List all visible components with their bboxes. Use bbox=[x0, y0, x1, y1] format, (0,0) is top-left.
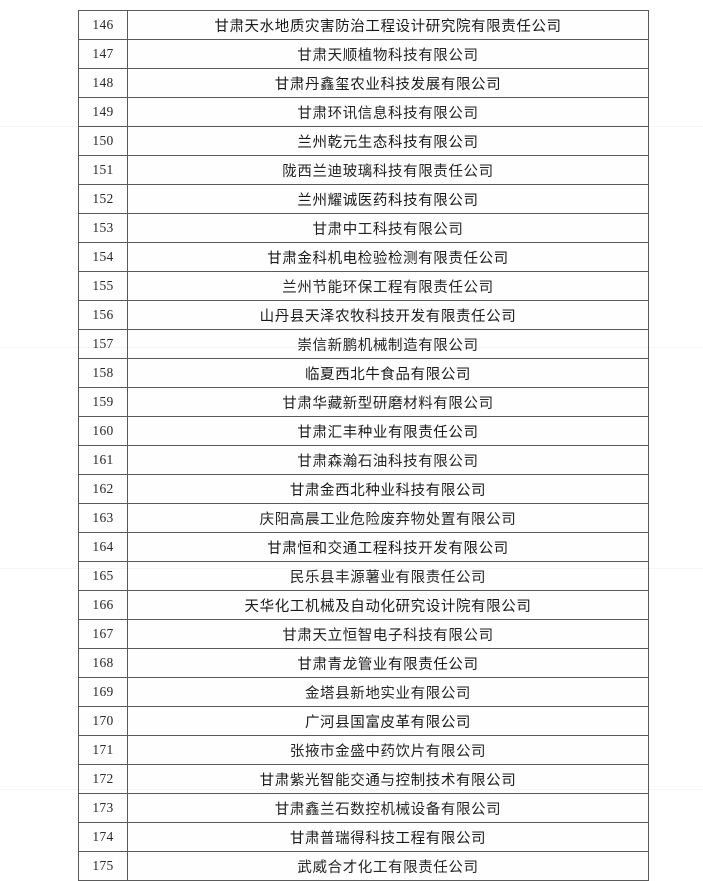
company-name-cell: 甘肃金科机电检验检测有限责任公司 bbox=[127, 242, 649, 272]
row-index-cell: 151 bbox=[78, 155, 128, 185]
row-index-cell: 146 bbox=[78, 10, 128, 40]
row-index-cell: 164 bbox=[78, 532, 128, 562]
table-row: 156 山丹县天泽农牧科技开发有限责任公司 bbox=[78, 300, 649, 330]
company-name-cell: 广河县国富皮革有限公司 bbox=[127, 706, 649, 736]
table-row: 161 甘肃森瀚石油科技有限公司 bbox=[78, 445, 649, 475]
row-index-cell: 160 bbox=[78, 416, 128, 446]
row-index-cell: 157 bbox=[78, 329, 128, 359]
row-index-cell: 175 bbox=[78, 851, 128, 881]
company-name-cell: 甘肃青龙管业有限责任公司 bbox=[127, 648, 649, 678]
row-index-cell: 150 bbox=[78, 126, 128, 156]
company-name-cell: 甘肃天水地质灾害防治工程设计研究院有限责任公司 bbox=[127, 10, 649, 40]
company-name-cell: 崇信新鹏机械制造有限公司 bbox=[127, 329, 649, 359]
row-index-cell: 162 bbox=[78, 474, 128, 504]
table-row: 164 甘肃恒和交通工程科技开发有限公司 bbox=[78, 532, 649, 562]
company-name-cell: 金塔县新地实业有限公司 bbox=[127, 677, 649, 707]
company-name-cell: 张掖市金盛中药饮片有限公司 bbox=[127, 735, 649, 765]
table-row: 150 兰州乾元生态科技有限公司 bbox=[78, 126, 649, 156]
row-index-cell: 154 bbox=[78, 242, 128, 272]
row-index-cell: 156 bbox=[78, 300, 128, 330]
table-row: 166 天华化工机械及自动化研究设计院有限公司 bbox=[78, 590, 649, 620]
row-index-cell: 158 bbox=[78, 358, 128, 388]
table-row: 153 甘肃中工科技有限公司 bbox=[78, 213, 649, 243]
row-index-cell: 155 bbox=[78, 271, 128, 301]
row-index-cell: 148 bbox=[78, 68, 128, 98]
table-row: 152 兰州耀诚医药科技有限公司 bbox=[78, 184, 649, 214]
table-row: 159 甘肃华藏新型研磨材料有限公司 bbox=[78, 387, 649, 417]
company-name-cell: 民乐县丰源薯业有限责任公司 bbox=[127, 561, 649, 591]
row-index-cell: 170 bbox=[78, 706, 128, 736]
company-name-cell: 天华化工机械及自动化研究设计院有限公司 bbox=[127, 590, 649, 620]
table-row: 163 庆阳高晨工业危险废弃物处置有限公司 bbox=[78, 503, 649, 533]
row-index-cell: 172 bbox=[78, 764, 128, 794]
company-name-cell: 山丹县天泽农牧科技开发有限责任公司 bbox=[127, 300, 649, 330]
company-list-table: 146 甘肃天水地质灾害防治工程设计研究院有限责任公司 147 甘肃天顺植物科技有限公… bbox=[78, 10, 649, 881]
table-row: 158 临夏西北牛食品有限公司 bbox=[78, 358, 649, 388]
company-name-cell: 甘肃紫光智能交通与控制技术有限公司 bbox=[127, 764, 649, 794]
table-row: 165 民乐县丰源薯业有限责任公司 bbox=[78, 561, 649, 591]
company-name-cell: 甘肃华藏新型研磨材料有限公司 bbox=[127, 387, 649, 417]
table-row: 154 甘肃金科机电检验检测有限责任公司 bbox=[78, 242, 649, 272]
company-name-cell: 甘肃普瑞得科技工程有限公司 bbox=[127, 822, 649, 852]
table-row: 171 张掖市金盛中药饮片有限公司 bbox=[78, 735, 649, 765]
row-index-cell: 152 bbox=[78, 184, 128, 214]
company-list-table-body: 146 甘肃天水地质灾害防治工程设计研究院有限责任公司 147 甘肃天顺植物科技有限公… bbox=[78, 10, 649, 881]
table-row: 162 甘肃金西北种业科技有限公司 bbox=[78, 474, 649, 504]
table-row: 169 金塔县新地实业有限公司 bbox=[78, 677, 649, 707]
company-name-cell: 兰州节能环保工程有限责任公司 bbox=[127, 271, 649, 301]
table-row: 151 陇西兰迪玻璃科技有限责任公司 bbox=[78, 155, 649, 185]
row-index-cell: 167 bbox=[78, 619, 128, 649]
row-index-cell: 173 bbox=[78, 793, 128, 823]
table-row: 149 甘肃环讯信息科技有限公司 bbox=[78, 97, 649, 127]
row-index-cell: 171 bbox=[78, 735, 128, 765]
company-name-cell: 甘肃丹鑫玺农业科技发展有限公司 bbox=[127, 68, 649, 98]
table-row: 155 兰州节能环保工程有限责任公司 bbox=[78, 271, 649, 301]
table-row: 168 甘肃青龙管业有限责任公司 bbox=[78, 648, 649, 678]
company-name-cell: 庆阳高晨工业危险废弃物处置有限公司 bbox=[127, 503, 649, 533]
company-name-cell: 甘肃天立恒智电子科技有限公司 bbox=[127, 619, 649, 649]
table-row: 172 甘肃紫光智能交通与控制技术有限公司 bbox=[78, 764, 649, 794]
row-index-cell: 161 bbox=[78, 445, 128, 475]
row-index-cell: 149 bbox=[78, 97, 128, 127]
company-name-cell: 武威合才化工有限责任公司 bbox=[127, 851, 649, 881]
company-name-cell: 甘肃汇丰种业有限责任公司 bbox=[127, 416, 649, 446]
table-row: 175 武威合才化工有限责任公司 bbox=[78, 851, 649, 881]
row-index-cell: 159 bbox=[78, 387, 128, 417]
company-name-cell: 甘肃恒和交通工程科技开发有限公司 bbox=[127, 532, 649, 562]
company-name-cell: 甘肃中工科技有限公司 bbox=[127, 213, 649, 243]
table-row: 160 甘肃汇丰种业有限责任公司 bbox=[78, 416, 649, 446]
company-name-cell: 甘肃天顺植物科技有限公司 bbox=[127, 39, 649, 69]
row-index-cell: 147 bbox=[78, 39, 128, 69]
company-name-cell: 兰州乾元生态科技有限公司 bbox=[127, 126, 649, 156]
table-row: 173 甘肃鑫兰石数控机械设备有限公司 bbox=[78, 793, 649, 823]
company-name-cell: 甘肃森瀚石油科技有限公司 bbox=[127, 445, 649, 475]
table-row: 147 甘肃天顺植物科技有限公司 bbox=[78, 39, 649, 69]
table-row: 174 甘肃普瑞得科技工程有限公司 bbox=[78, 822, 649, 852]
row-index-cell: 169 bbox=[78, 677, 128, 707]
table-row: 157 崇信新鹏机械制造有限公司 bbox=[78, 329, 649, 359]
row-index-cell: 174 bbox=[78, 822, 128, 852]
table-row: 148 甘肃丹鑫玺农业科技发展有限公司 bbox=[78, 68, 649, 98]
company-name-cell: 临夏西北牛食品有限公司 bbox=[127, 358, 649, 388]
table-row: 170 广河县国富皮革有限公司 bbox=[78, 706, 649, 736]
row-index-cell: 153 bbox=[78, 213, 128, 243]
company-name-cell: 甘肃环讯信息科技有限公司 bbox=[127, 97, 649, 127]
table-row: 167 甘肃天立恒智电子科技有限公司 bbox=[78, 619, 649, 649]
company-name-cell: 兰州耀诚医药科技有限公司 bbox=[127, 184, 649, 214]
row-index-cell: 166 bbox=[78, 590, 128, 620]
table-row: 146 甘肃天水地质灾害防治工程设计研究院有限责任公司 bbox=[78, 10, 649, 40]
row-index-cell: 168 bbox=[78, 648, 128, 678]
company-name-cell: 甘肃鑫兰石数控机械设备有限公司 bbox=[127, 793, 649, 823]
scanned-document-page: 146 甘肃天水地质灾害防治工程设计研究院有限责任公司 147 甘肃天顺植物科技有限公… bbox=[78, 10, 649, 881]
company-list-table-container: 146 甘肃天水地质灾害防治工程设计研究院有限责任公司 147 甘肃天顺植物科技有限公… bbox=[78, 10, 649, 881]
company-name-cell: 陇西兰迪玻璃科技有限责任公司 bbox=[127, 155, 649, 185]
row-index-cell: 163 bbox=[78, 503, 128, 533]
row-index-cell: 165 bbox=[78, 561, 128, 591]
company-name-cell: 甘肃金西北种业科技有限公司 bbox=[127, 474, 649, 504]
